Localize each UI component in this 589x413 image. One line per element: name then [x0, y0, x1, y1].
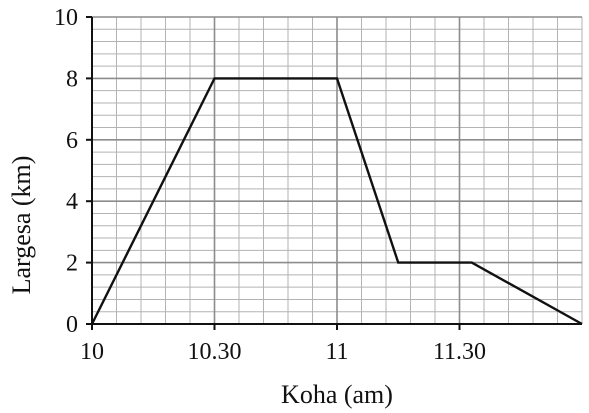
y-tick-labels: 0 2 4 6 8 10 [54, 5, 78, 338]
y-tick-label: 4 [66, 189, 78, 215]
y-axis-label: Largesa (km) [7, 156, 36, 295]
y-tick-label: 0 [66, 312, 78, 338]
y-tick-label: 6 [66, 128, 78, 154]
x-tick-labels: 10 10.30 11 11.30 [80, 339, 486, 365]
x-axis-label: Koha (am) [281, 380, 393, 409]
x-tick-label: 11.30 [433, 339, 486, 365]
y-tick-label: 2 [66, 251, 78, 277]
x-tick-label: 10.30 [188, 339, 242, 365]
axes [86, 16, 582, 330]
series-layer [90, 77, 583, 326]
x-tick-label: 10 [80, 339, 104, 365]
y-tick-label: 8 [66, 66, 78, 92]
series-line [90, 77, 583, 326]
x-tick-label: 11 [325, 339, 348, 365]
y-tick-label: 10 [54, 5, 78, 31]
